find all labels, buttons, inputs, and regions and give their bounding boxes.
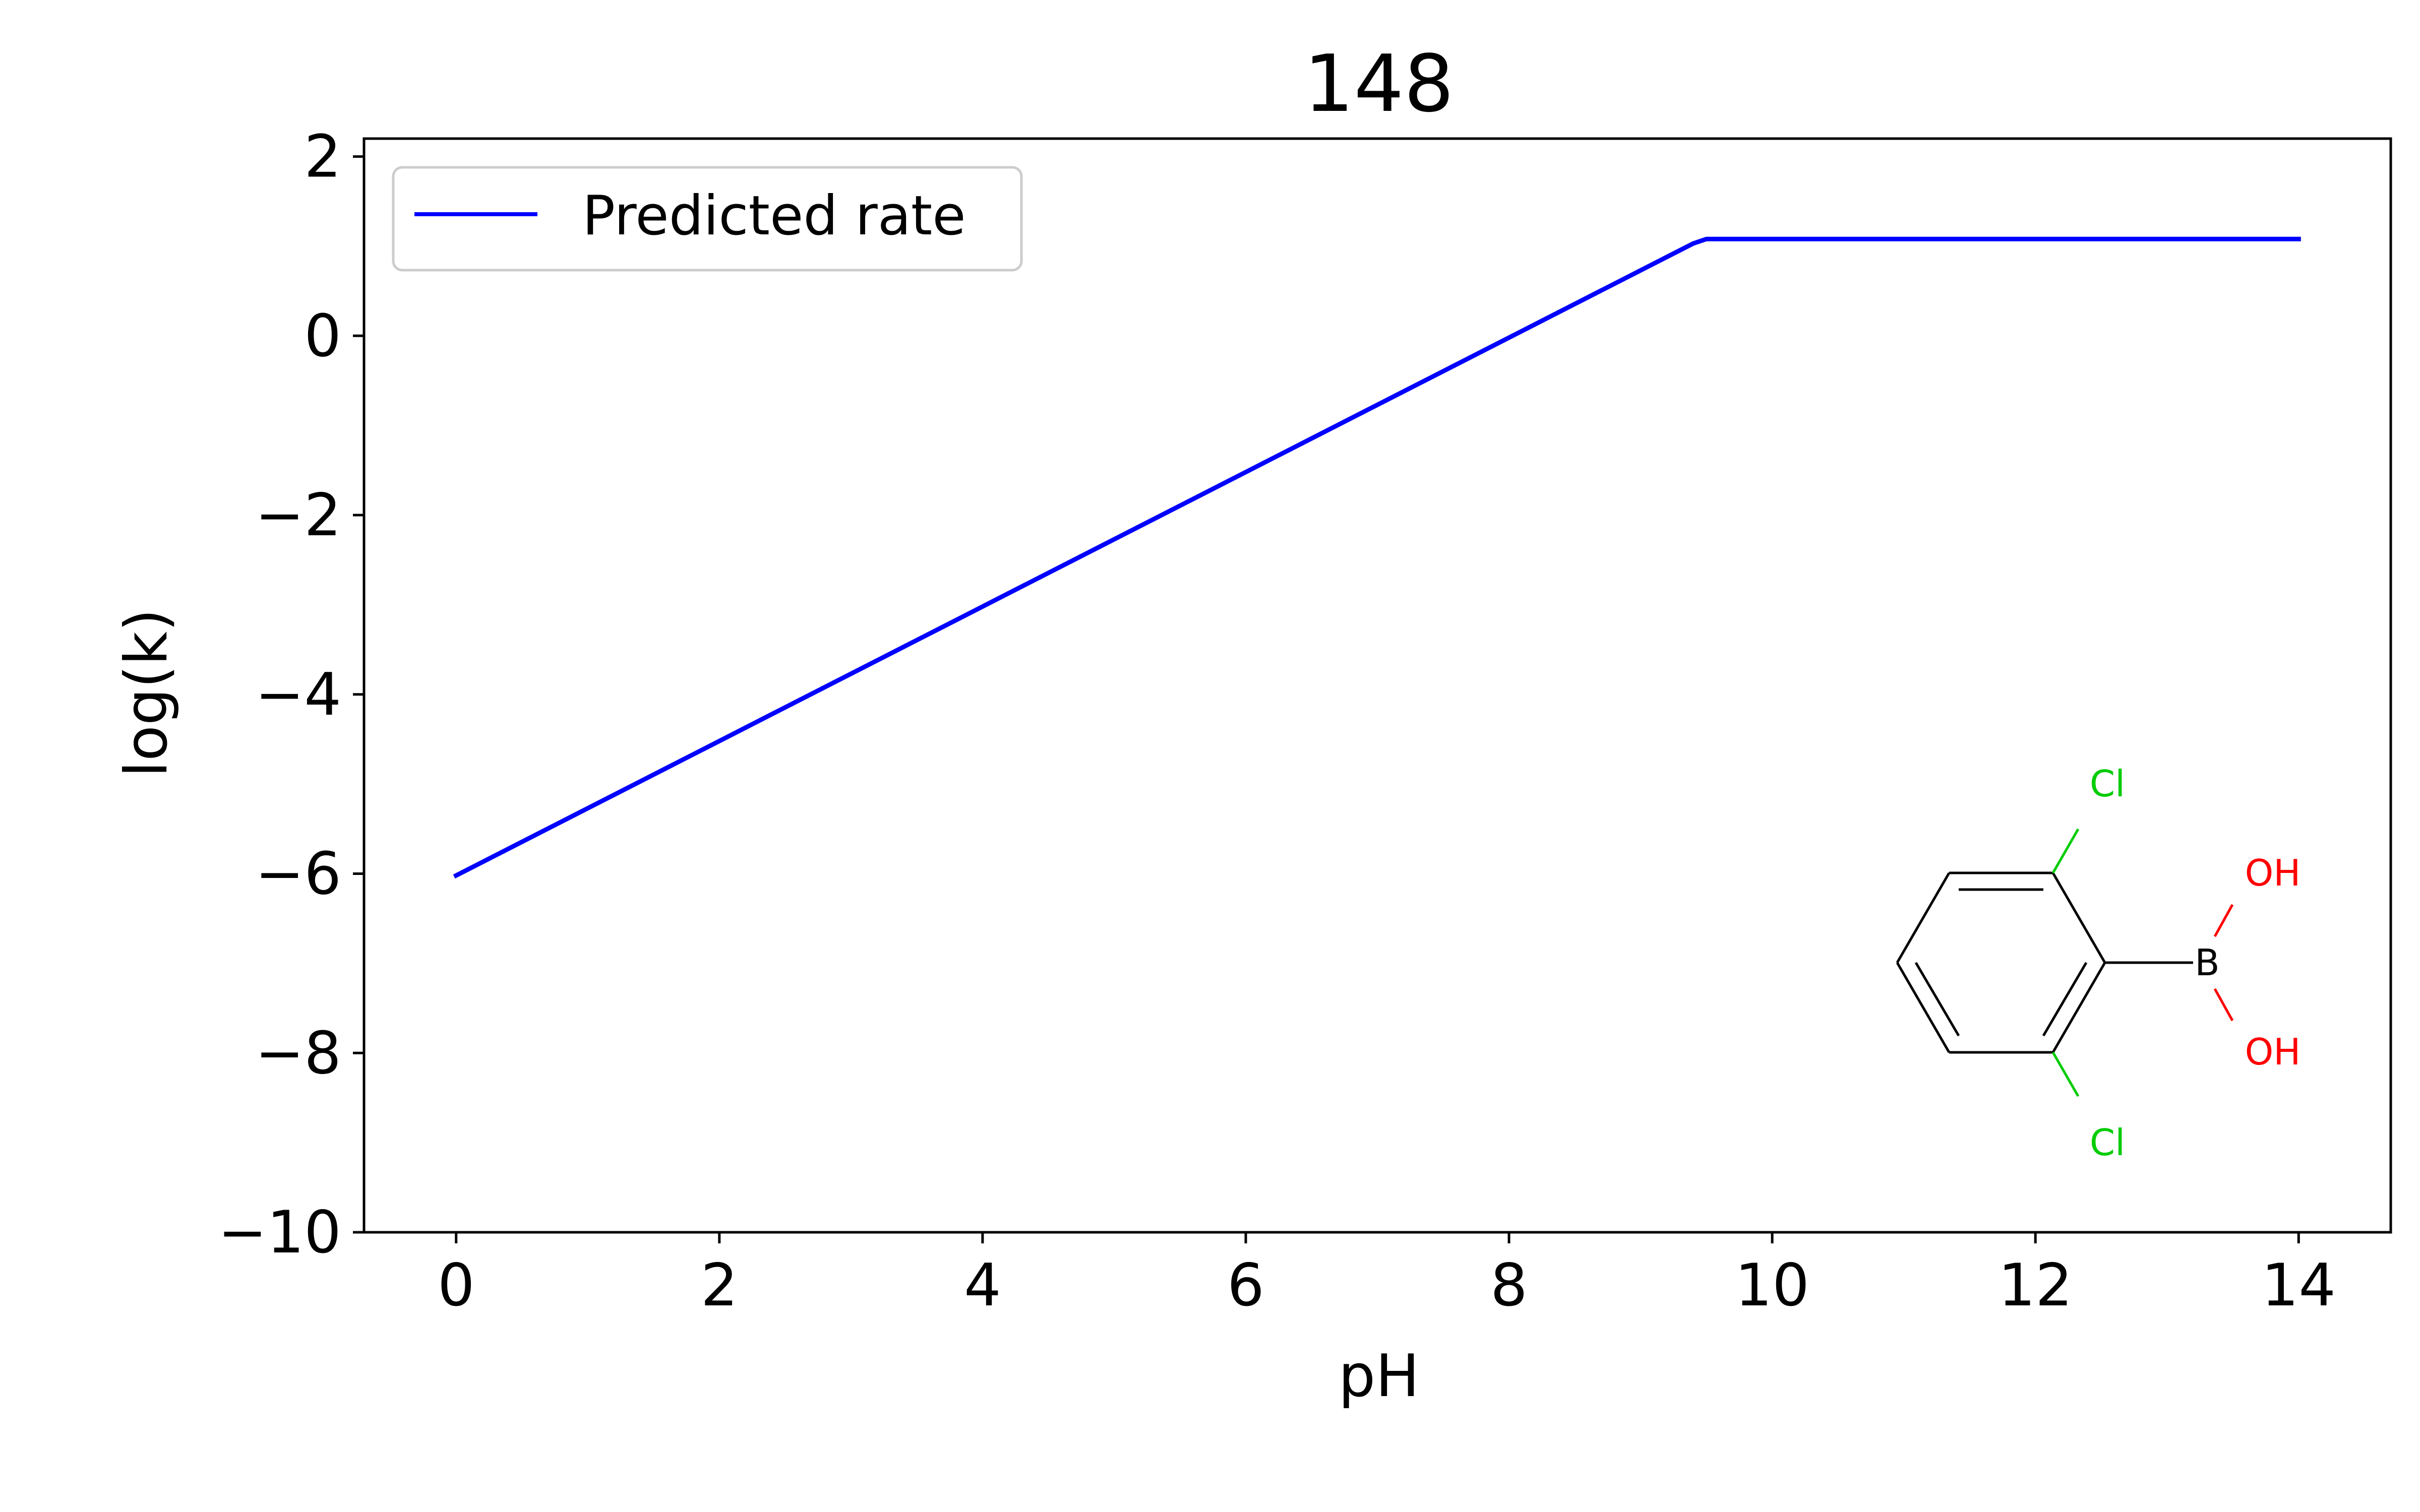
x-tick-label: 14 <box>2261 1251 2336 1319</box>
x-axis-ticks: 0 2 4 6 8 10 12 14 <box>438 1232 2336 1319</box>
legend: Predicted rate <box>392 166 1023 272</box>
y-tick-label: −2 <box>255 481 341 549</box>
x-axis-label: pH <box>1339 1342 1420 1410</box>
chart-title: 148 <box>1304 38 1454 130</box>
series-line-predicted-rate <box>453 236 2301 879</box>
atom-label-b: B <box>2195 941 2219 984</box>
x-tick-label: 10 <box>1735 1251 1809 1319</box>
atom-label-cl-bottom: Cl <box>2090 1121 2125 1164</box>
atom-label-oh-top: OH <box>2245 852 2301 894</box>
y-tick-label: −6 <box>255 840 341 908</box>
y-tick-label: 2 <box>304 123 341 191</box>
y-tick-label: −10 <box>218 1199 341 1267</box>
plot-frame <box>362 137 2392 1234</box>
x-tick-label: 4 <box>964 1251 1001 1319</box>
x-tick-label: 6 <box>1227 1251 1264 1319</box>
y-tick-label: 0 <box>304 302 341 370</box>
atom-label-cl-top: Cl <box>2090 763 2125 805</box>
y-axis-label: log(k) <box>112 609 180 778</box>
legend-frame <box>392 166 1023 272</box>
bond-b-oh-bottom <box>2213 988 2234 1022</box>
legend-label: Predicted rate <box>582 184 966 247</box>
y-tick-label: −8 <box>255 1019 341 1087</box>
x-tick-label: 0 <box>438 1251 475 1319</box>
series-layer <box>453 236 2301 879</box>
x-tick-label: 8 <box>1490 1251 1528 1319</box>
y-tick-label: −4 <box>255 661 341 729</box>
bond-cl-bottom <box>2051 1051 2080 1097</box>
bond-b-oh-top <box>2213 904 2234 937</box>
x-tick-label: 12 <box>1998 1251 2073 1319</box>
bond-cl-top <box>2051 828 2080 874</box>
x-tick-label: 2 <box>701 1251 738 1319</box>
benzene-ring <box>1896 871 2193 1054</box>
molecule-inset: Cl Cl B OH OH <box>1896 763 2301 1164</box>
y-axis-ticks: −10 −8 −6 −4 −2 0 2 <box>218 123 364 1267</box>
atom-label-oh-bottom: OH <box>2245 1031 2301 1073</box>
